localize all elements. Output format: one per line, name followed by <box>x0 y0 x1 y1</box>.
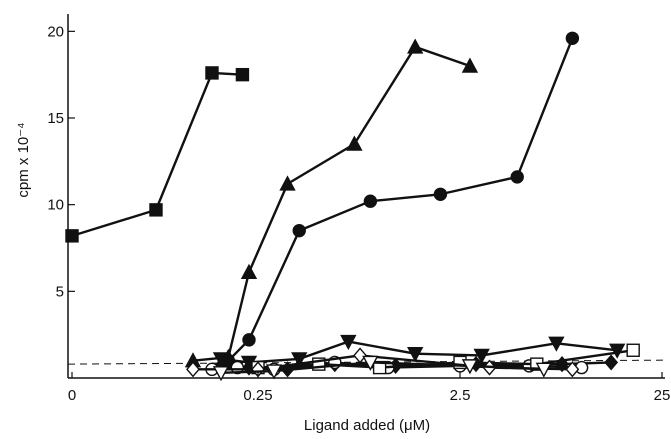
data-point <box>407 38 424 54</box>
y-tick-label: 20 <box>47 23 64 40</box>
y-tick-label: 5 <box>56 283 64 300</box>
data-point <box>292 223 306 238</box>
data-point <box>604 354 619 371</box>
series-line <box>192 45 471 362</box>
data-point <box>230 360 245 375</box>
data-point <box>626 343 640 357</box>
data-point <box>235 67 250 82</box>
data-point <box>240 263 258 279</box>
data-point <box>186 361 200 378</box>
data-point <box>65 229 79 243</box>
x-tick-label: 0.25 <box>243 387 272 404</box>
series-filled-square <box>65 66 250 243</box>
data-point <box>407 347 424 363</box>
series-open-triangle-down <box>212 355 552 382</box>
y-axis-title: cpm x 10⁻⁴ <box>15 122 32 197</box>
data-point <box>565 31 580 45</box>
data-point <box>362 355 379 371</box>
data-point <box>353 347 367 364</box>
data-point <box>461 359 479 375</box>
x-tick-label: 0 <box>68 387 76 404</box>
tick-labels: 5 10 15 20 0 0.25 2.5 25 <box>47 23 670 404</box>
x-tick-label: 2.5 <box>450 387 471 404</box>
x-axis-title: Ligand added (μM) <box>304 417 430 434</box>
data-point <box>205 66 219 80</box>
y-tick-label: 15 <box>47 110 64 127</box>
data-point <box>535 362 552 378</box>
x-tick-label: 25 <box>654 387 671 404</box>
data-point <box>609 343 626 359</box>
series-filled-triangle-up <box>184 38 479 368</box>
data-point <box>363 194 378 208</box>
data-point <box>346 135 363 151</box>
data-point <box>461 57 479 73</box>
y-tick-label: 10 <box>47 197 64 214</box>
series-layer <box>65 31 640 382</box>
data-point <box>291 352 308 368</box>
data-point <box>433 187 448 201</box>
data-point <box>510 170 524 184</box>
data-point <box>265 364 283 380</box>
data-point <box>473 348 490 364</box>
series-line <box>71 71 243 238</box>
data-point <box>548 336 565 352</box>
data-point <box>565 361 580 378</box>
data-point <box>212 366 230 382</box>
data-point <box>279 175 296 191</box>
data-point <box>242 333 256 347</box>
data-point <box>149 203 163 217</box>
series-filled-circle <box>221 31 580 368</box>
data-point <box>340 334 357 351</box>
